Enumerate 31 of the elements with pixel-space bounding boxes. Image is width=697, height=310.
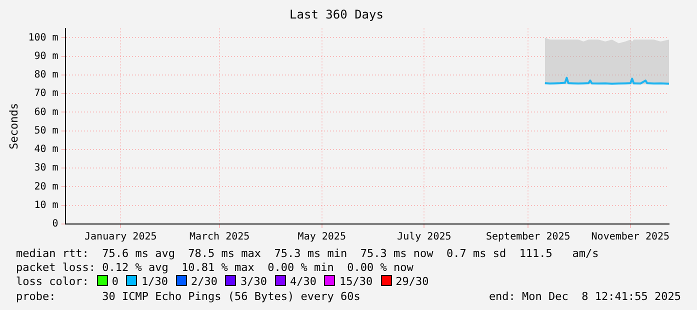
x-tick-label: May 2025 — [298, 232, 346, 243]
y-tick-label: 100 m — [28, 32, 58, 44]
text: probe: 30 ICMP Echo Pings (56 Bytes) every 60s — [16, 290, 360, 303]
x-tick-label: January 2025 — [84, 232, 157, 243]
text: 29/30 — [396, 275, 429, 288]
text: 2/30 — [190, 275, 218, 288]
y-tick-label: 10 m — [34, 200, 58, 211]
text: 15/30 — [339, 275, 373, 288]
y-tick-label: 80 m — [34, 70, 58, 81]
y-tick-label: 20 m — [34, 181, 58, 192]
y-tick-label: 40 m — [34, 144, 58, 156]
x-tick-label: November 2025 — [591, 232, 670, 243]
chart-title: Last 360 Days — [290, 7, 384, 22]
text: end: Mon Dec 8 12:41:55 2025 — [488, 290, 681, 303]
x-tick-label: September 2025 — [486, 232, 570, 243]
text: 1/30 — [141, 275, 168, 288]
text: loss color: — [16, 275, 89, 288]
text: 0 — [112, 275, 118, 288]
x-tick-label: March 2025 — [189, 232, 250, 243]
y-tick-label: 90 m — [34, 50, 58, 62]
text: packet loss: 0.12 % avg 10.81 % max 0.00 % min 0.00 % now — [16, 261, 414, 274]
x-tick-label: July 2025 — [397, 232, 452, 243]
y-axis-title: Seconds — [7, 103, 20, 150]
y-tick-label: 30 m — [34, 162, 58, 174]
y-tick-label: 60 m — [34, 106, 58, 118]
text: 4/30 — [290, 275, 316, 288]
text: 3/30 — [240, 275, 267, 288]
text: median rtt: 75.6 ms avg 78.5 ms max 75.3 ms min 75.3 ms now 0.7 ms sd 111.5 am/s — [16, 247, 599, 260]
y-tick-label: 50 m — [34, 125, 58, 136]
y-tick-label: 0 — [52, 218, 58, 230]
y-tick-label: 70 m — [34, 88, 58, 100]
